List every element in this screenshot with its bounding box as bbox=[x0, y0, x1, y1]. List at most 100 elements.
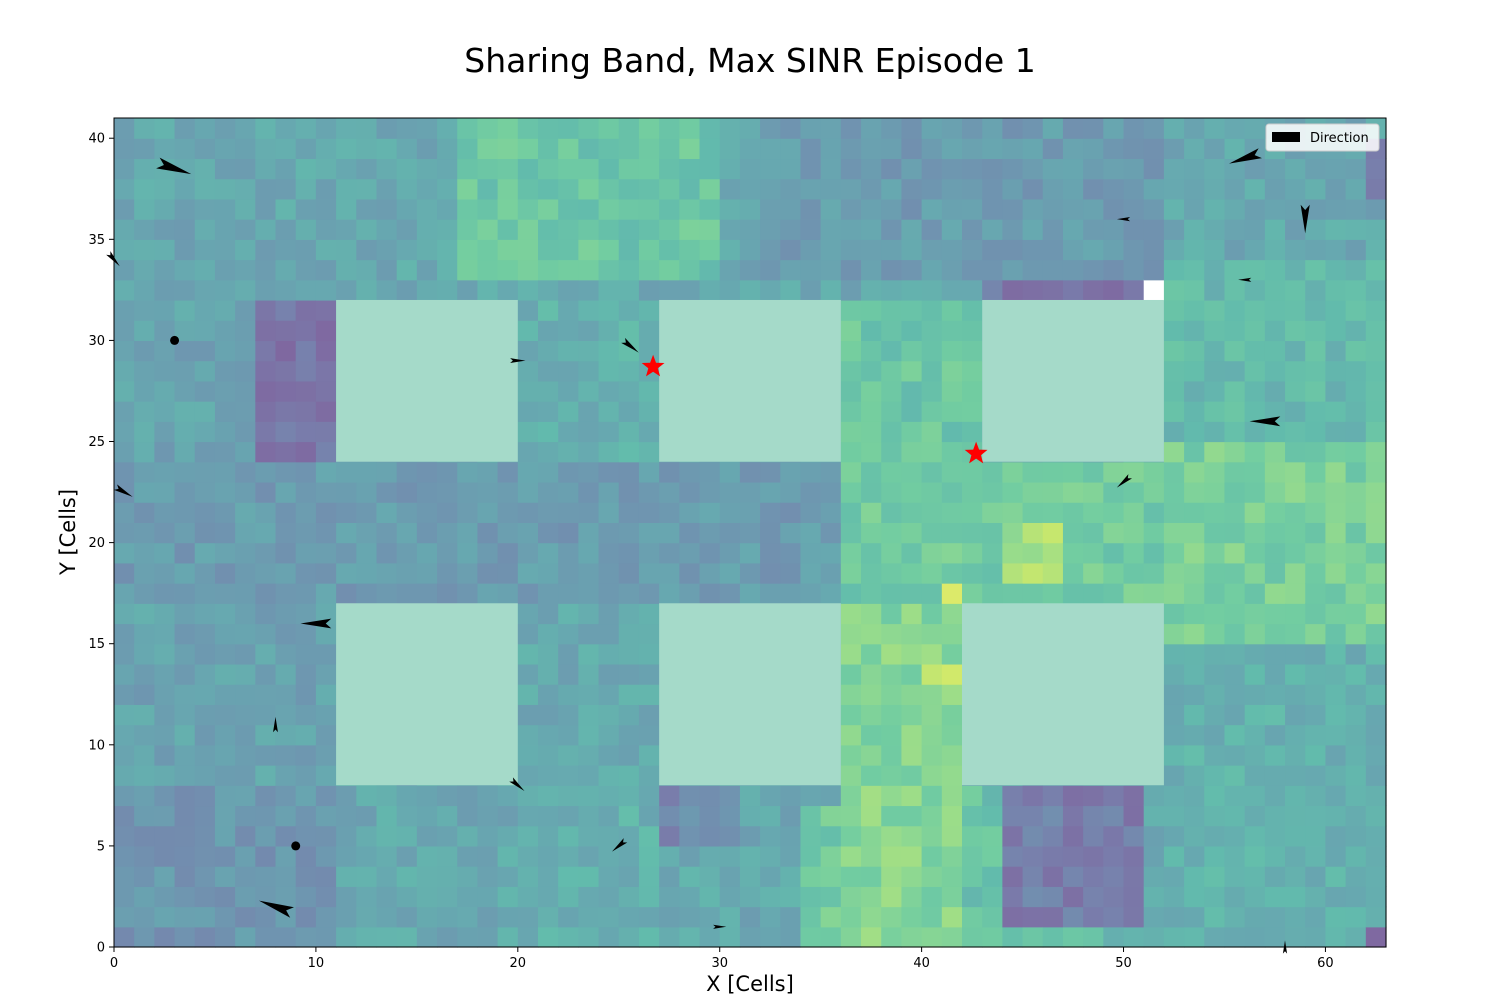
heatmap-cell bbox=[780, 866, 802, 887]
heatmap-cell bbox=[517, 906, 539, 928]
heatmap-cell bbox=[356, 279, 378, 301]
heatmap-cell bbox=[538, 765, 559, 786]
heatmap-cell bbox=[578, 219, 600, 240]
heatmap-cell bbox=[214, 340, 236, 362]
heatmap-cell bbox=[1224, 603, 1246, 625]
heatmap-cell bbox=[800, 805, 822, 827]
heatmap-cell bbox=[1184, 603, 1205, 625]
heatmap-cell bbox=[578, 401, 600, 422]
heatmap-cell bbox=[154, 785, 176, 807]
heatmap-cell bbox=[618, 684, 640, 705]
heatmap-cell bbox=[437, 583, 458, 604]
heatmap-cell bbox=[638, 825, 660, 847]
heatmap-cell bbox=[618, 421, 640, 443]
agent-arrow bbox=[1238, 277, 1252, 282]
heatmap-cell bbox=[578, 623, 600, 645]
heatmap-cell bbox=[861, 340, 882, 362]
heatmap-cell bbox=[1305, 178, 1327, 200]
heatmap-cell bbox=[659, 886, 680, 908]
heatmap-cell bbox=[114, 138, 135, 160]
heatmap-cell bbox=[1002, 502, 1024, 523]
heatmap-cell bbox=[1305, 765, 1327, 786]
heatmap-cell bbox=[255, 906, 277, 928]
heatmap-cell bbox=[134, 724, 155, 746]
heatmap-cell bbox=[295, 421, 317, 443]
heatmap-cell bbox=[134, 603, 155, 625]
heatmap-cell bbox=[517, 380, 539, 402]
heatmap-cell bbox=[376, 522, 398, 544]
heatmap-cell bbox=[578, 360, 600, 382]
heatmap-cell bbox=[1365, 866, 1387, 887]
heatmap-cell bbox=[497, 219, 519, 240]
heatmap-cell bbox=[618, 825, 640, 847]
heatmap-cell bbox=[214, 320, 236, 342]
heatmap-cell bbox=[315, 158, 337, 180]
heatmap-cell bbox=[538, 481, 559, 503]
heatmap-cell bbox=[1264, 765, 1286, 786]
heatmap-cell bbox=[941, 724, 963, 746]
heatmap-cell bbox=[1002, 886, 1024, 908]
heatmap-cell bbox=[1123, 926, 1145, 948]
heatmap-cell bbox=[517, 765, 539, 786]
heatmap-cell bbox=[820, 279, 842, 301]
heatmap-cell bbox=[1184, 663, 1205, 685]
heatmap-cell bbox=[598, 320, 620, 342]
heatmap-cell bbox=[1002, 583, 1024, 604]
heatmap-cell bbox=[356, 866, 378, 887]
heatmap-cell bbox=[517, 643, 539, 665]
heatmap-cell bbox=[477, 138, 499, 160]
heatmap-cell bbox=[881, 603, 903, 625]
heatmap-cell bbox=[295, 785, 317, 807]
heatmap-cell bbox=[1204, 441, 1226, 463]
heatmap-cell bbox=[1244, 340, 1266, 362]
heatmap-cell bbox=[1062, 219, 1084, 240]
heatmap-cell bbox=[780, 583, 802, 604]
heatmap-cell bbox=[114, 299, 135, 321]
heatmap-cell bbox=[1204, 401, 1226, 422]
heatmap-cell bbox=[1163, 299, 1185, 321]
heatmap-cell bbox=[1083, 542, 1104, 564]
heatmap-cell bbox=[881, 158, 903, 180]
heatmap-cell bbox=[336, 219, 357, 240]
heatmap-cell bbox=[881, 320, 903, 342]
heatmap-cell bbox=[275, 239, 297, 261]
heatmap-cell bbox=[275, 623, 297, 645]
heatmap-cell bbox=[618, 906, 640, 928]
x-tick-label: 10 bbox=[308, 956, 325, 971]
heatmap-cell bbox=[1285, 765, 1306, 786]
heatmap-cell bbox=[255, 623, 277, 645]
heatmap-cell bbox=[255, 724, 277, 746]
y-tick-label: 40 bbox=[88, 132, 105, 147]
heatmap-cell bbox=[618, 583, 640, 604]
agent-arrow bbox=[510, 358, 526, 364]
heatmap-cell bbox=[497, 118, 519, 139]
heatmap-cell bbox=[1345, 906, 1367, 928]
heatmap-cell bbox=[174, 623, 196, 645]
heatmap-cell bbox=[457, 785, 479, 807]
heatmap-cell bbox=[235, 340, 256, 362]
heatmap-cell bbox=[618, 542, 640, 564]
heatmap-cell bbox=[336, 866, 357, 887]
heatmap-cell bbox=[538, 825, 559, 847]
heatmap-cell bbox=[356, 845, 378, 867]
heatmap-cell bbox=[1365, 198, 1387, 220]
heatmap-cell bbox=[1365, 704, 1387, 726]
heatmap-cell bbox=[275, 401, 297, 422]
heatmap-cell bbox=[921, 765, 943, 786]
heatmap-cell bbox=[679, 198, 701, 220]
heatmap-cell bbox=[356, 138, 378, 160]
heatmap-cell bbox=[1083, 886, 1104, 908]
heatmap-cell bbox=[719, 259, 741, 281]
heatmap-cell bbox=[840, 118, 862, 139]
heatmap-cell bbox=[295, 138, 317, 160]
heatmap-cell bbox=[255, 765, 277, 786]
heatmap-cell bbox=[1285, 926, 1306, 948]
heatmap-cell bbox=[719, 785, 741, 807]
heatmap-cell bbox=[174, 219, 196, 240]
heatmap-cell bbox=[982, 481, 1003, 503]
heatmap-cell bbox=[1163, 279, 1185, 301]
heatmap-cell bbox=[1062, 502, 1084, 523]
heatmap-cell bbox=[376, 279, 398, 301]
heatmap-cell bbox=[134, 239, 155, 261]
heatmap-cell bbox=[255, 926, 277, 948]
